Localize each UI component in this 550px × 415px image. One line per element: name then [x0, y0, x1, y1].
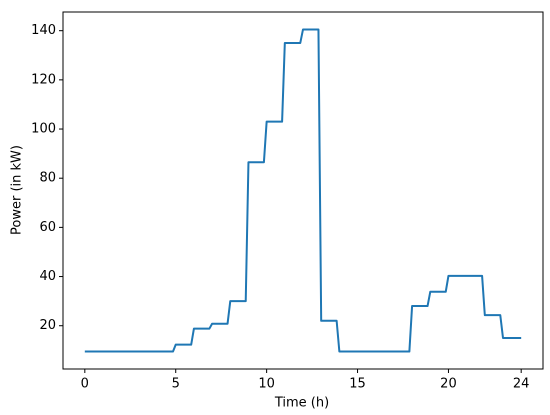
y-tick-label: 140	[31, 23, 56, 38]
y-axis-label: Power (in kW)	[10, 145, 25, 235]
x-tick-label: 24	[513, 377, 530, 392]
x-tick-label: 15	[349, 377, 366, 392]
x-tick-label: 0	[81, 377, 89, 392]
y-tick-label: 80	[39, 171, 56, 186]
x-tick-label: 10	[258, 377, 275, 392]
y-tick-label: 40	[39, 269, 56, 284]
x-axis-label: Time (h)	[274, 396, 329, 411]
x-tick-label: 5	[172, 377, 180, 392]
line-series	[84, 28, 522, 353]
y-tick-label: 100	[31, 122, 56, 137]
y-tick-label: 60	[39, 220, 56, 235]
y-tick-label: 120	[31, 72, 56, 87]
x-tick-label: 20	[440, 377, 457, 392]
y-tick-label: 20	[39, 318, 56, 333]
plot-frame	[62, 11, 544, 370]
